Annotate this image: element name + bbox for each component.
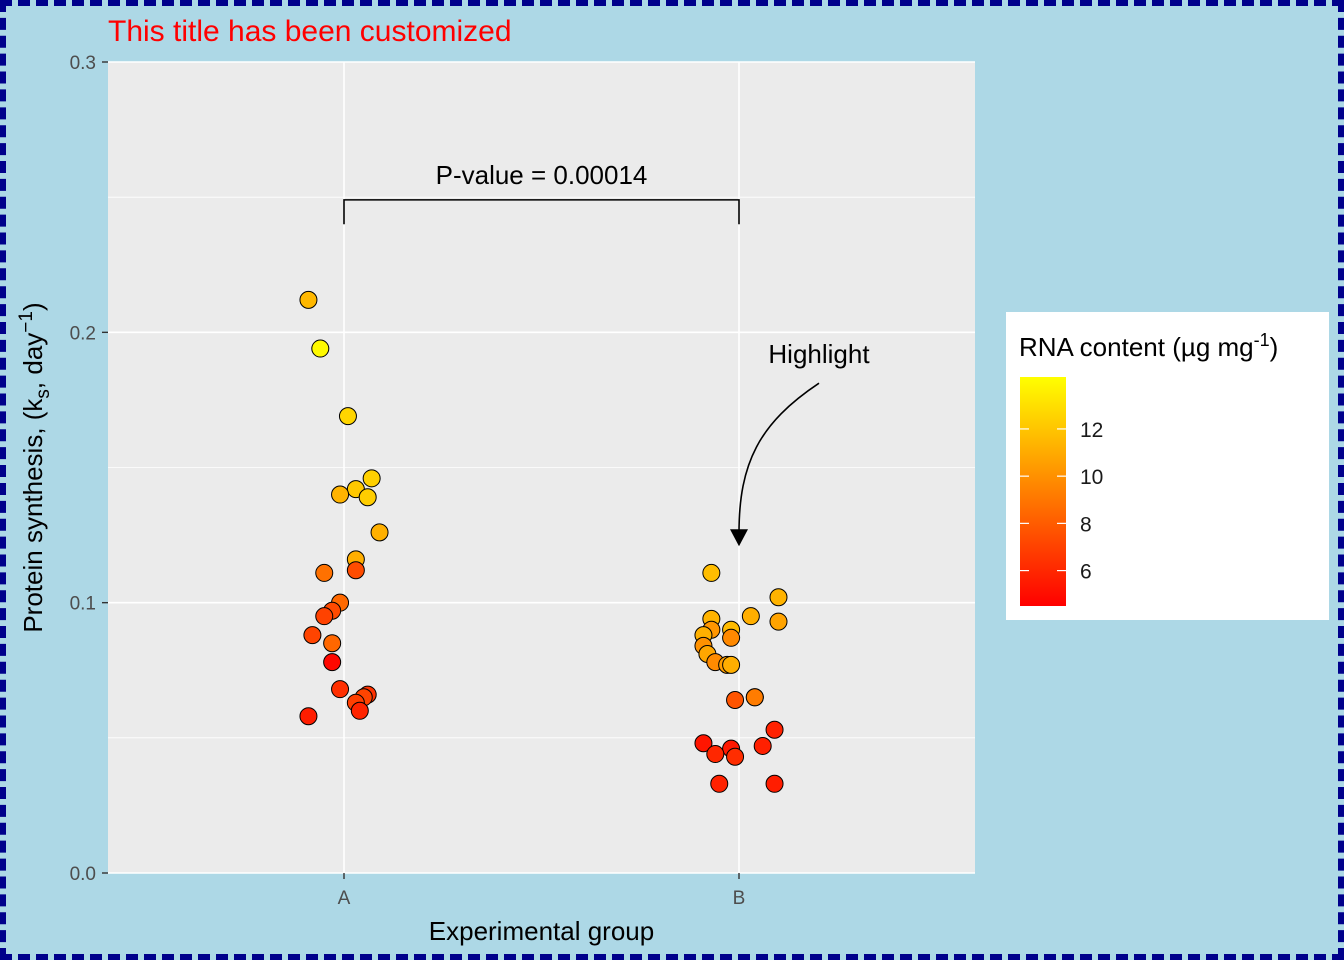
data-point-b (722, 628, 741, 647)
legend-tick-label: 12 (1080, 419, 1103, 442)
significance-bracket-group: P-value = 0.00014 (343, 160, 740, 225)
legend-title-main: RNA content (µg mg (1019, 332, 1254, 362)
data-point-b (765, 720, 784, 739)
data-point-a (299, 290, 318, 309)
highlight-label: Highlight (768, 339, 870, 369)
y-tick-label: 0.2 (70, 323, 96, 344)
data-point-a (323, 634, 342, 653)
legend-title-sup: -1 (1254, 330, 1270, 350)
y-axis-title-mid: , day (18, 333, 48, 389)
data-point-a (315, 607, 334, 626)
data-point-b (702, 563, 721, 582)
legend-tick-label: 10 (1080, 466, 1103, 489)
data-point-a (358, 488, 377, 507)
legend-title: RNA content (µg mg-1) (1019, 330, 1278, 362)
data-point-a (362, 469, 381, 488)
p-value-label: P-value = 0.00014 (436, 160, 648, 190)
data-point-b (726, 747, 745, 766)
y-axis-title-sup: −1 (16, 311, 37, 333)
data-point-a (311, 339, 330, 358)
legend-tick-label: 8 (1080, 513, 1092, 536)
significance-bracket (343, 199, 740, 225)
data-point-b (710, 774, 729, 793)
data-point-b (694, 734, 713, 753)
data-point-b (769, 588, 788, 607)
legend-title-end: ) (1270, 332, 1279, 362)
y-axis-title: Protein synthesis, (ks, day−1) (16, 302, 54, 632)
data-point-a (346, 561, 365, 580)
gridlines (108, 61, 975, 874)
highlight-annotation: Highlight (730, 339, 870, 547)
y-axis: 0.0 0.1 0.2 0.3 (70, 53, 108, 885)
x-tick-label: B (733, 888, 746, 909)
data-point-b (722, 655, 741, 674)
y-axis-title-main: Protein synthesis, (k (18, 398, 48, 633)
y-axis-title-sub: s (33, 389, 54, 399)
data-point-b (765, 774, 784, 793)
y-tick-label: 0.0 (70, 864, 96, 885)
y-tick-label: 0.1 (70, 594, 96, 615)
legend-colorbar (1020, 377, 1066, 606)
data-point-a (331, 485, 350, 504)
legend-ticks: 6 8 10 12 (1020, 419, 1103, 584)
y-axis-title-end: ) (18, 302, 48, 311)
data-point-b (726, 690, 745, 709)
data-point-a (323, 653, 342, 672)
data-point-b (753, 736, 772, 755)
data-points (299, 290, 788, 793)
highlight-arrowhead (730, 529, 748, 547)
data-point-a (370, 523, 389, 542)
data-point-a (303, 626, 322, 645)
data-point-b (741, 607, 760, 626)
data-point-a (331, 680, 350, 699)
x-axis-title: Experimental group (429, 916, 654, 946)
data-point-a (299, 707, 318, 726)
data-point-a (338, 407, 357, 426)
x-tick-label: A (338, 888, 351, 909)
data-point-b (769, 612, 788, 631)
y-tick-label: 0.3 (70, 53, 96, 74)
data-point-b (745, 688, 764, 707)
chart-title: This title has been customized (108, 15, 512, 48)
highlight-arrow (738, 382, 820, 534)
data-point-a (315, 563, 334, 582)
legend-tick-label: 6 (1080, 561, 1092, 584)
color-legend: RNA content (µg mg-1) 6 8 10 12 (1006, 312, 1329, 620)
data-point-b (706, 745, 725, 764)
data-point-a (350, 701, 369, 720)
